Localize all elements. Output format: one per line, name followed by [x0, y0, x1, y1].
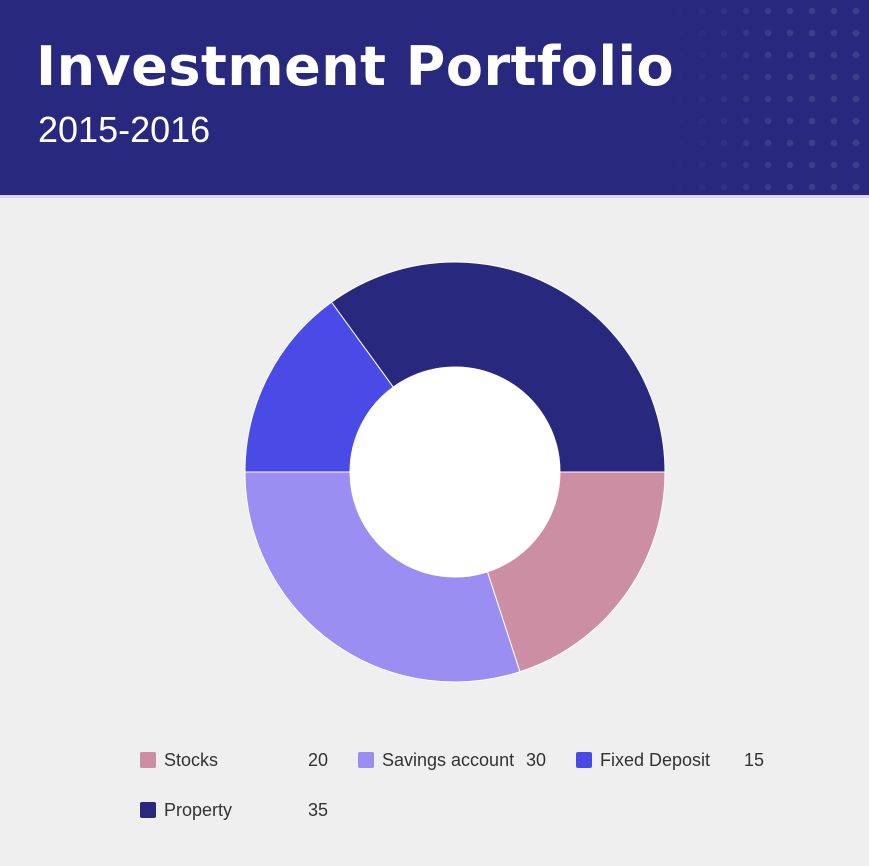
chart-subtitle: 2015-2016	[38, 109, 211, 150]
legend-value-savings-account: 30	[526, 750, 547, 770]
legend-value-fixed-deposit: 15	[744, 750, 765, 770]
legend-swatch-fixed-deposit	[576, 752, 592, 768]
donut-hole	[350, 367, 560, 577]
legend-label-property: Property	[164, 800, 233, 820]
legend-swatch-savings-account	[358, 752, 374, 768]
legend-label-savings-account: Savings account	[382, 750, 515, 770]
donut-chart	[244, 261, 666, 683]
legend-item-property: Property 35	[140, 798, 340, 822]
legend-item-stocks: Stocks 20	[140, 748, 340, 772]
legend-value-stocks: 20	[308, 750, 329, 770]
legend-swatch-property	[140, 802, 156, 818]
legend-item-savings-account: Savings account 30	[358, 748, 558, 772]
legend-item-fixed-deposit: Fixed Deposit 15	[576, 748, 776, 772]
chart-legend: Stocks 20 Savings account 30 Fixed Deposit 15…	[0, 740, 869, 850]
legend-label-fixed-deposit: Fixed Deposit	[600, 750, 711, 770]
legend-swatch-stocks	[140, 752, 156, 768]
legend-label-stocks: Stocks	[164, 750, 219, 770]
header-banner: Investment Portfolio 2015-2016	[0, 0, 869, 198]
header-dot-pattern	[669, 0, 869, 195]
legend-value-property: 35	[308, 800, 329, 820]
chart-title: Investment Portfolio	[36, 35, 675, 98]
